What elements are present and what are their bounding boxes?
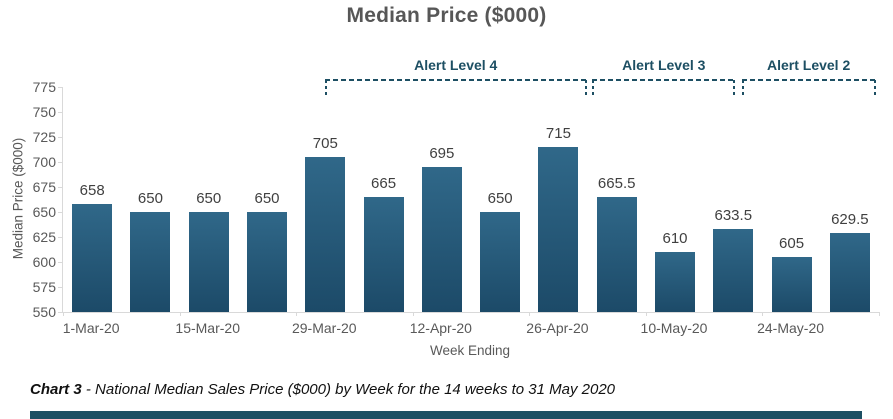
annotation-dashed-line [592, 79, 736, 81]
bar-value-label: 650 [196, 190, 222, 207]
bar-value-label: 705 [312, 135, 338, 152]
y-tick-mark [58, 262, 62, 263]
y-tick-675: 675 [32, 179, 56, 195]
bar-value-label: 650 [254, 190, 280, 207]
y-tick-625: 625 [32, 229, 56, 245]
y-tick-550: 550 [32, 304, 56, 320]
chart-caption: Chart 3 - National Median Sales Price ($… [30, 381, 615, 398]
annotation-right-cap [584, 80, 587, 95]
y-tick-mark [58, 237, 62, 238]
x-tick-label-10-May-20: 10-May-20 [640, 320, 708, 336]
y-tick-600: 600 [32, 254, 56, 270]
y-tick-725: 725 [32, 129, 56, 145]
y-tick-mark [58, 87, 62, 88]
bar-value-label: 658 [79, 182, 105, 199]
bar-week-13 [771, 257, 812, 312]
bar-value-label: 665 [371, 175, 397, 192]
bar-value-label: 633.5 [714, 206, 753, 224]
bar-week-12 [713, 228, 754, 312]
bar-week-9 [538, 147, 579, 312]
bar-week-8 [480, 212, 521, 312]
annotation-label: Alert Level 4 [414, 57, 498, 73]
y-tick-750: 750 [32, 104, 56, 120]
bar-week-10 [596, 196, 637, 312]
bar-week-2 [130, 212, 171, 312]
y-tick-mark [58, 312, 62, 313]
x-tick-label-12-Apr-20: 12-Apr-20 [409, 320, 472, 336]
caption-figure-number: Chart 3 [30, 381, 82, 398]
x-tick-mark [645, 312, 647, 316]
y-tick-700: 700 [32, 154, 56, 170]
x-axis-title: Week Ending [429, 343, 511, 358]
annotation-left-cap [324, 80, 327, 95]
x-tick-label-29-Mar-20: 29-Mar-20 [291, 320, 357, 336]
bar-week-1 [72, 204, 113, 312]
bar-value-label: 715 [545, 125, 571, 142]
x-tick-mark [529, 312, 531, 316]
bar-value-label: 605 [779, 235, 805, 252]
bar-week-4 [247, 212, 287, 312]
x-tick-label-24-May-20: 24-May-20 [757, 320, 825, 336]
bar-week-3 [188, 212, 229, 312]
bar-value-label: 650 [137, 190, 163, 207]
y-tick-775: 775 [32, 79, 56, 95]
bar-value-label: 650 [487, 190, 513, 207]
x-tick-mark [412, 312, 414, 316]
y-tick-mark [58, 187, 62, 188]
bar-week-5 [305, 157, 346, 312]
bar-value-label: 695 [429, 145, 455, 162]
annotation-dashed-line [324, 79, 587, 81]
x-tick-mark [762, 312, 764, 316]
annotation-left-cap [741, 80, 744, 95]
y-tick-mark [58, 162, 62, 163]
annotation-dashed-line [741, 79, 876, 81]
x-tick-label-15-Mar-20: 15-Mar-20 [175, 320, 240, 336]
bar-week-6 [363, 197, 404, 312]
annotation-right-cap [873, 80, 876, 95]
x-tick-label-1-Mar-20: 1-Mar-20 [62, 320, 120, 336]
bar-value-label: 610 [662, 230, 688, 247]
x-tick-mark [296, 312, 298, 316]
y-tick-mark [58, 287, 62, 288]
caption-text: - National Median Sales Price ($000) by … [81, 381, 616, 398]
y-tick-mark [58, 137, 62, 138]
bar-week-7 [421, 167, 462, 312]
plot-area: 658 650 650 650 705 665 695 650 715 665.5 610 633.5… [58, 87, 880, 316]
x-tick-mark [879, 312, 880, 316]
annotation-alert-level-4: Alert Level 4 [324, 57, 587, 101]
bar-value-label: 629.5 [831, 210, 869, 228]
annotation-label: Alert Level 3 [622, 57, 706, 73]
bar-week-11 [655, 252, 695, 312]
y-tick-575: 575 [32, 279, 56, 295]
x-tick-mark [179, 312, 181, 316]
chart-title: Median Price ($000) [346, 4, 547, 27]
annotation-right-cap [733, 80, 736, 95]
x-tick-label-26-Apr-20: 26-Apr-20 [526, 320, 589, 336]
y-tick-650: 650 [32, 204, 56, 220]
annotation-alert-level-2: Alert Level 2 [741, 57, 876, 101]
bar-value-label: 665.5 [597, 174, 636, 192]
x-tick-mark [63, 312, 64, 316]
y-tick-mark [58, 112, 62, 113]
annotation-left-cap [592, 80, 595, 95]
y-tick-mark [58, 212, 62, 213]
annotation-label: Alert Level 2 [766, 57, 851, 73]
bottom-divider-bar [30, 411, 862, 419]
annotation-alert-level-3: Alert Level 3 [592, 57, 736, 101]
bar-week-14 [829, 232, 870, 312]
